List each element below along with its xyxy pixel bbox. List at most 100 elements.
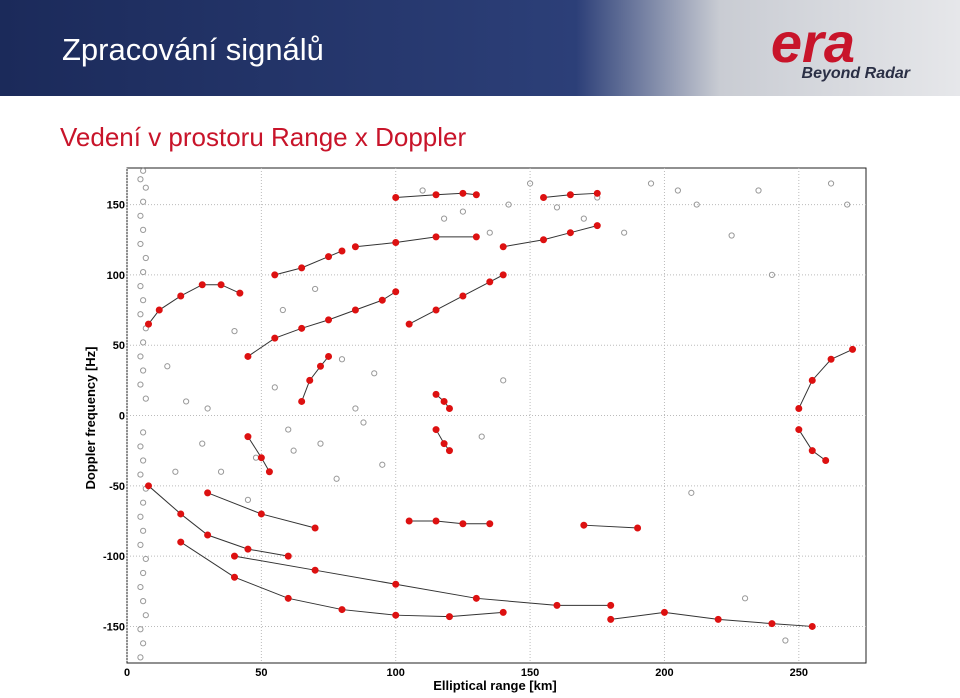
- clutter-point: [768, 271, 776, 278]
- track-point: [593, 189, 601, 197]
- track-point: [198, 281, 206, 289]
- track-point: [486, 520, 494, 528]
- clutter-point: [360, 419, 367, 426]
- track-point: [580, 521, 588, 529]
- track-point: [822, 457, 830, 464]
- clutter-point: [137, 240, 144, 248]
- track-point: [338, 606, 346, 614]
- clutter-point: [137, 381, 144, 388]
- clutter-point: [140, 268, 147, 276]
- track-point: [849, 345, 857, 353]
- track-point: [795, 404, 803, 412]
- track: [798, 348, 853, 409]
- x-tick-label: 250: [790, 667, 808, 679]
- clutter-point: [140, 598, 147, 605]
- clutter-point: [379, 461, 386, 468]
- y-tick-label: -50: [109, 481, 125, 493]
- clutter-point: [580, 215, 587, 222]
- track-point: [298, 264, 306, 272]
- track-point: [338, 247, 346, 255]
- track: [409, 520, 490, 525]
- track-point: [392, 611, 400, 619]
- clutter-point: [459, 208, 467, 215]
- clutter-point: [244, 496, 252, 503]
- track: [301, 356, 329, 402]
- track-point: [553, 601, 561, 609]
- y-tick-label: 150: [107, 200, 125, 212]
- clutter-point: [140, 226, 147, 233]
- title: Zpracování signálů: [62, 32, 324, 67]
- track-point: [311, 566, 319, 574]
- track-point: [714, 615, 722, 623]
- track-point: [271, 271, 279, 279]
- track-point: [440, 397, 448, 405]
- track-point: [660, 608, 668, 616]
- clutter-point: [674, 187, 681, 194]
- track-point: [440, 440, 448, 448]
- clutter-point: [142, 612, 149, 619]
- clutter-point: [312, 285, 319, 293]
- clutter-point: [137, 626, 144, 633]
- track-point: [472, 191, 480, 199]
- clutter-point: [137, 471, 144, 478]
- track-point: [271, 334, 279, 342]
- track-point: [257, 454, 265, 462]
- x-tick-label: 0: [124, 667, 130, 679]
- track: [355, 236, 477, 248]
- clutter-point: [140, 167, 147, 174]
- clutter-point: [317, 440, 324, 447]
- track: [234, 555, 611, 606]
- clutter-point: [172, 468, 179, 475]
- clutter-point: [827, 180, 835, 187]
- clutter-point: [371, 370, 378, 377]
- clutter-point: [285, 426, 292, 433]
- x-tick-label: 50: [255, 667, 267, 679]
- clutter-point: [137, 176, 144, 183]
- clutter-point: [352, 405, 359, 412]
- track: [503, 225, 598, 248]
- clutter-point: [140, 297, 147, 304]
- track-point: [540, 236, 548, 244]
- track-point: [445, 613, 453, 621]
- clutter-point: [333, 475, 340, 482]
- track-point: [432, 191, 440, 199]
- track-point: [768, 620, 776, 628]
- clutter-point: [199, 440, 206, 447]
- clutter-point: [621, 229, 628, 236]
- track-point: [244, 545, 252, 553]
- track-point: [499, 271, 507, 279]
- track-point: [634, 524, 642, 532]
- clutter-point: [137, 311, 144, 318]
- track-point: [405, 517, 413, 525]
- track-point: [316, 362, 324, 370]
- track-point: [432, 390, 440, 398]
- clutter-point: [741, 595, 749, 602]
- clutter-point: [137, 654, 144, 661]
- track-point: [405, 320, 413, 328]
- track-point: [177, 510, 185, 518]
- track-point: [499, 608, 507, 616]
- clutter-point: [137, 583, 144, 591]
- y-tick-label: 0: [119, 411, 125, 423]
- track-point: [230, 552, 238, 560]
- clutter-point: [526, 180, 534, 187]
- track-point: [472, 233, 480, 241]
- track-point: [265, 468, 273, 476]
- clutter-point: [140, 339, 147, 346]
- track-point: [155, 306, 163, 314]
- track-point: [459, 520, 467, 528]
- track-point: [236, 289, 244, 297]
- clutter-point: [688, 489, 695, 496]
- clutter-point: [137, 283, 144, 290]
- clutter-point: [183, 398, 190, 405]
- clutter-point: [500, 377, 507, 384]
- clutter-point: [290, 447, 297, 454]
- track-point: [499, 243, 507, 251]
- track-point: [378, 296, 386, 304]
- clutter-point: [440, 215, 448, 222]
- track-point: [351, 243, 359, 251]
- track-point: [486, 278, 494, 286]
- tagline: Beyond Radar: [802, 65, 911, 82]
